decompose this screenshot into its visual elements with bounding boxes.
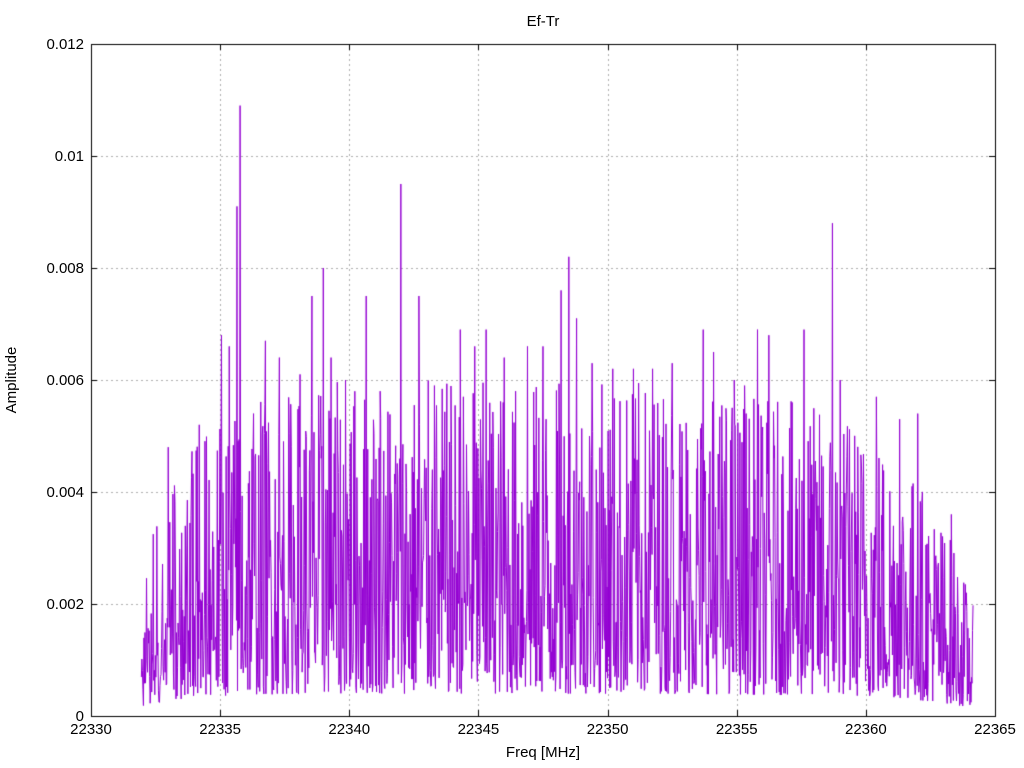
y-tick-label: 0 — [75, 708, 84, 725]
x-tick-label: 22340 — [328, 721, 371, 738]
x-tick-label: 22350 — [586, 721, 629, 738]
x-tick-label: 22330 — [70, 721, 112, 738]
y-tick-label: 0.012 — [46, 36, 84, 53]
chart-title: Ef-Tr — [526, 13, 560, 30]
x-tick-label: 22335 — [199, 721, 241, 738]
x-tick-label: 22345 — [457, 721, 500, 738]
y-tick-label: 0.008 — [46, 260, 84, 277]
x-tick-label: 22360 — [844, 721, 887, 738]
x-tick-label: 22365 — [974, 721, 1016, 738]
x-tick-label: 22355 — [715, 721, 758, 738]
y-tick-label: 0.006 — [46, 372, 84, 389]
y-tick-label: 0.002 — [46, 596, 84, 613]
x-axis-title: Freq [MHz] — [505, 744, 581, 761]
y-tick-label: 0.004 — [46, 484, 84, 501]
y-tick-label: 0.01 — [54, 148, 84, 165]
